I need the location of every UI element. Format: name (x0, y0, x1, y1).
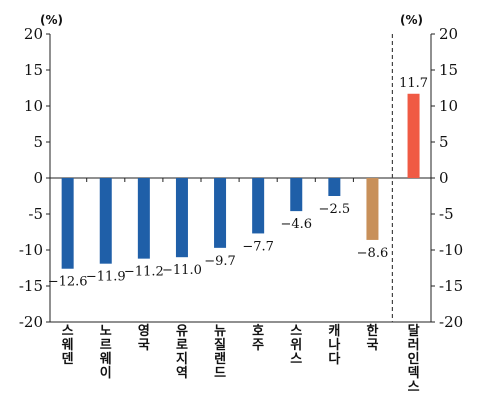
data-labels: −12.6−11.9−11.2−11.0−9.7 −7.7 −4.6 −2.5 −8.6… (48, 76, 428, 290)
left-tick-label: 0 (33, 169, 43, 187)
left-tick-label: -10 (19, 241, 43, 259)
data-label: −11.2 (124, 265, 164, 280)
data-label: −4.6 (280, 217, 312, 232)
left-tick-label: 5 (33, 133, 43, 151)
bar (214, 178, 227, 248)
bar (61, 178, 74, 269)
left-unit-label: (%) (40, 13, 63, 27)
right-tick-label: -10 (439, 241, 463, 259)
left-tick-label: 15 (24, 61, 43, 79)
right-tick-label: -5 (439, 205, 454, 223)
right-tick-label: 15 (439, 61, 458, 79)
left-tick-label: 10 (24, 97, 43, 115)
data-label: −11.9 (86, 270, 126, 285)
left-tick-label: 20 (24, 25, 43, 43)
left-tick-label: -20 (19, 313, 43, 331)
right-tick-label: -15 (439, 277, 463, 295)
right-tick-label: 0 (439, 169, 449, 187)
bar (252, 178, 265, 234)
category-labels: 스 웨 덴 노 르 웨 이 영 국 유 로 지 역 뉴 질 랜 드 호 주 스 위 스 캐 나 다 한 국 달 러 인 덱 스 (62, 323, 420, 395)
bar (137, 178, 150, 259)
data-label: −12.6 (48, 275, 88, 290)
bar (328, 178, 341, 196)
data-label: −9.7 (204, 254, 236, 269)
right-tick-label: 5 (439, 133, 449, 151)
bar (407, 93, 420, 178)
bars (61, 93, 420, 269)
data-label: 11.7 (399, 76, 428, 91)
left-tick-label: -5 (28, 205, 43, 223)
bar (175, 178, 188, 258)
data-label: −11.0 (162, 263, 202, 278)
data-label: −2.5 (319, 202, 351, 217)
bar (366, 178, 379, 240)
bar (99, 178, 112, 264)
right-tick-label: 10 (439, 97, 458, 115)
right-tick-label: -20 (439, 313, 463, 331)
right-unit-label: (%) (400, 13, 423, 27)
data-label: −7.7 (242, 239, 274, 254)
left-tick-label: -15 (19, 277, 43, 295)
data-label: −8.6 (357, 246, 389, 261)
bar (290, 178, 303, 212)
right-tick-label: 20 (439, 25, 458, 43)
